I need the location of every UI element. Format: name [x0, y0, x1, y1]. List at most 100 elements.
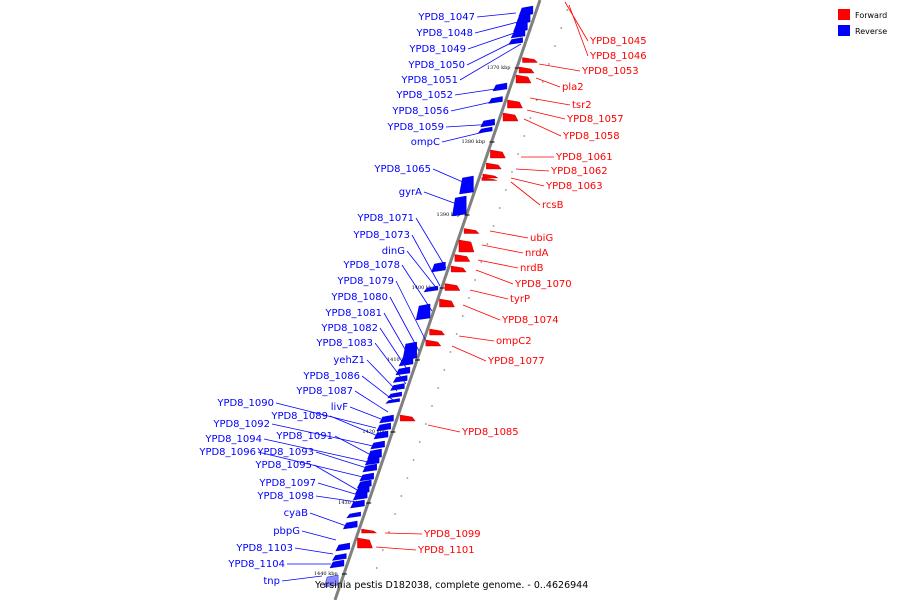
reverse-gene-feature[interactable]: [452, 195, 467, 217]
gene-label-ypd8-1098[interactable]: YPD8_1098: [256, 491, 314, 502]
reverse-gene-feature[interactable]: [362, 463, 377, 473]
gene-label-ypd8-1082[interactable]: YPD8_1082: [320, 323, 378, 334]
gene-label-ypd8-1095[interactable]: YPD8_1095: [254, 460, 312, 471]
reverse-gene-feature[interactable]: [373, 430, 389, 440]
gene-label-yehz1[interactable]: yehZ1: [333, 355, 365, 366]
reverse-gene-feature[interactable]: [395, 366, 411, 376]
gene-label-ypd8-1074[interactable]: YPD8_1074: [501, 315, 559, 326]
gene-label-ypd8-1094[interactable]: YPD8_1094: [204, 434, 262, 445]
gene-label-ding[interactable]: dinG: [382, 246, 405, 257]
gene-label-ypd8-1086[interactable]: YPD8_1086: [302, 371, 360, 382]
forward-gene-feature[interactable]: [425, 339, 442, 347]
forward-gene-feature[interactable]: [502, 112, 519, 122]
gene-label-ypd8-1089[interactable]: YPD8_1089: [270, 411, 328, 422]
forward-gene-feature[interactable]: [399, 414, 416, 422]
gene-label-livf[interactable]: livF: [331, 402, 348, 413]
gene-label-ypd8-1065[interactable]: YPD8_1065: [373, 164, 431, 175]
gene-label-ypd8-1087[interactable]: YPD8_1087: [295, 386, 353, 397]
gene-label-ypd8-1047[interactable]: YPD8_1047: [417, 12, 475, 23]
gene-label-ypd8-1093[interactable]: YPD8_1093: [256, 447, 314, 458]
reverse-gene-feature[interactable]: [352, 491, 368, 501]
gene-label-ypd8-1099[interactable]: YPD8_1099: [423, 529, 481, 540]
forward-gene-feature[interactable]: [463, 228, 480, 234]
reverse-gene-feature[interactable]: [346, 511, 361, 519]
gene-label-ypd8-1092[interactable]: YPD8_1092: [212, 419, 270, 430]
reverse-gene-feature[interactable]: [350, 499, 365, 509]
gene-label-ypd8-1046[interactable]: YPD8_1046: [589, 51, 647, 62]
gene-label-ypd8-1083[interactable]: YPD8_1083: [315, 338, 373, 349]
gene-label-ypd8-1058[interactable]: YPD8_1058: [562, 131, 620, 142]
gene-label-ypd8-1063[interactable]: YPD8_1063: [545, 181, 603, 192]
gene-label-tyrp[interactable]: tyrP: [510, 294, 530, 305]
forward-gene-feature[interactable]: [481, 177, 497, 181]
reverse-gene-feature[interactable]: [387, 391, 402, 399]
reverse-gene-feature[interactable]: [423, 285, 439, 293]
forward-gene-feature[interactable]: [450, 265, 467, 273]
forward-gene-feature[interactable]: [454, 254, 471, 262]
gene-label-ypd8-1053[interactable]: YPD8_1053: [581, 66, 639, 77]
reverse-gene-feature[interactable]: [480, 118, 495, 128]
gene-label-ompc2[interactable]: ompC2: [496, 336, 532, 347]
gene-label-ypd8-1048[interactable]: YPD8_1048: [415, 28, 473, 39]
gene-label-ypd8-1081[interactable]: YPD8_1081: [324, 308, 382, 319]
gene-label-ypd8-1061[interactable]: YPD8_1061: [555, 152, 613, 163]
gene-label-ypd8-1052[interactable]: YPD8_1052: [395, 90, 453, 101]
reverse-gene-feature[interactable]: [331, 553, 347, 561]
reverse-gene-feature[interactable]: [459, 175, 474, 195]
gene-label-ypd8-1071[interactable]: YPD8_1071: [356, 213, 414, 224]
gene-label-tnp[interactable]: tnp: [263, 576, 280, 587]
forward-gene-feature[interactable]: [458, 239, 475, 253]
gene-label-ypd8-1056[interactable]: YPD8_1056: [391, 106, 449, 117]
gene-label-ypd8-1059[interactable]: YPD8_1059: [386, 122, 444, 133]
gene-label-pla2[interactable]: pla2: [562, 82, 584, 93]
reverse-gene-feature[interactable]: [415, 303, 431, 321]
reverse-gene-feature[interactable]: [390, 383, 405, 391]
reverse-gene-feature[interactable]: [359, 472, 374, 482]
gene-label-ypd8-1085[interactable]: YPD8_1085: [461, 427, 519, 438]
gene-label-ypd8-1096[interactable]: YPD8_1096: [198, 447, 256, 458]
forward-gene-feature[interactable]: [515, 74, 532, 84]
gene-label-ypd8-1073[interactable]: YPD8_1073: [352, 230, 410, 241]
gene-label-pbpg[interactable]: pbpG: [273, 526, 300, 537]
gene-label-ypd8-1051[interactable]: YPD8_1051: [400, 75, 458, 86]
gene-label-ypd8-1104[interactable]: YPD8_1104: [227, 559, 285, 570]
gene-label-ypd8-1077[interactable]: YPD8_1077: [487, 356, 545, 367]
reverse-gene-feature[interactable]: [323, 574, 339, 588]
reverse-gene-feature[interactable]: [477, 126, 493, 134]
forward-gene-feature[interactable]: [444, 283, 461, 291]
gene-label-ypd8-1049[interactable]: YPD8_1049: [408, 44, 466, 55]
gene-label-rcsb[interactable]: rcsB: [542, 200, 564, 211]
gene-label-ypd8-1050[interactable]: YPD8_1050: [407, 60, 465, 71]
forward-gene-feature[interactable]: [482, 173, 499, 179]
reverse-gene-feature[interactable]: [367, 448, 382, 460]
forward-gene-feature[interactable]: [357, 537, 373, 549]
reverse-gene-feature[interactable]: [335, 542, 350, 552]
reverse-gene-feature[interactable]: [510, 29, 526, 39]
reverse-gene-feature[interactable]: [488, 96, 503, 104]
gene-label-cyab[interactable]: cyaB: [284, 508, 309, 519]
gene-label-gyra[interactable]: gyrA: [399, 187, 422, 198]
reverse-gene-feature[interactable]: [370, 440, 385, 450]
reverse-gene-feature[interactable]: [518, 5, 534, 17]
forward-gene-feature[interactable]: [507, 99, 523, 109]
forward-gene-feature[interactable]: [490, 149, 506, 159]
forward-gene-feature[interactable]: [486, 162, 502, 170]
gene-label-ypd8-1101[interactable]: YPD8_1101: [417, 545, 475, 556]
gene-label-ypd8-1062[interactable]: YPD8_1062: [550, 166, 608, 177]
gene-label-ypd8-1080[interactable]: YPD8_1080: [330, 292, 388, 303]
gene-label-ypd8-1070[interactable]: YPD8_1070: [514, 279, 572, 290]
reverse-gene-feature[interactable]: [513, 21, 528, 33]
reverse-gene-feature[interactable]: [398, 357, 414, 367]
forward-gene-feature[interactable]: [522, 57, 538, 63]
reverse-gene-feature[interactable]: [379, 414, 394, 424]
gene-label-nrdb[interactable]: nrdB: [520, 263, 544, 274]
reverse-gene-feature[interactable]: [329, 559, 345, 569]
gene-label-ypd8-1078[interactable]: YPD8_1078: [342, 260, 400, 271]
gene-label-ubig[interactable]: ubiG: [530, 233, 553, 244]
reverse-gene-feature[interactable]: [515, 13, 531, 25]
forward-gene-feature[interactable]: [429, 328, 445, 336]
reverse-gene-feature[interactable]: [492, 82, 508, 92]
gene-label-ypd8-1079[interactable]: YPD8_1079: [336, 276, 394, 287]
gene-label-tsr2[interactable]: tsr2: [572, 100, 592, 111]
reverse-gene-feature[interactable]: [385, 398, 400, 404]
